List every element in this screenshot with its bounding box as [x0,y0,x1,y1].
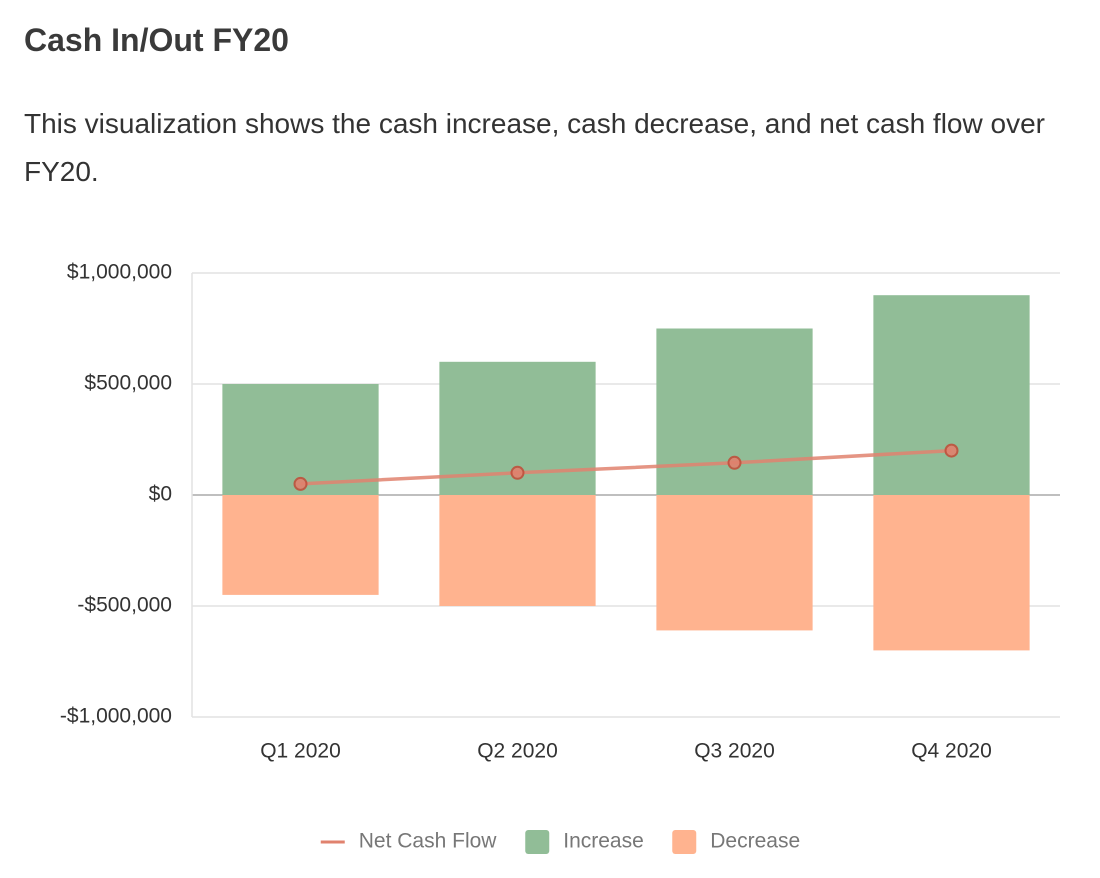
x-tick-label: Q2 2020 [477,740,558,763]
chart-subtitle: This visualization shows the cash increa… [24,108,1045,187]
bar [873,295,1030,495]
bar [222,495,379,595]
legend-swatch [525,830,550,854]
bars [222,295,1030,651]
line [300,448,952,486]
y-tick-label: $1,000,000 [67,261,172,284]
line-point [293,476,308,491]
line-point [727,455,742,470]
y-tick-label: -$1,000,000 [60,705,172,728]
legend-label: Decrease [710,830,800,853]
x-tick-label: Q3 2020 [694,740,775,763]
bar [656,495,813,631]
legend: Net Cash Flow Increase Decrease [320,830,800,854]
bar [656,328,813,495]
line-point [944,443,959,458]
legend-swatch [672,830,697,854]
line-point [510,465,525,480]
bar [222,384,379,495]
y-tick-label: $500,000 [84,372,172,395]
y-tick-label: -$500,000 [77,594,172,617]
legend-label: Increase [563,830,644,853]
x-tick-label: Q4 2020 [911,740,992,763]
legend-label: Net Cash Flow [359,830,498,853]
bar [873,495,1030,651]
bar [439,495,596,606]
y-tick-label: $0 [149,483,172,506]
lines [293,443,959,491]
x-tick-label: Q1 2020 [260,740,341,763]
chart-title: Cash In/Out FY20 [24,22,289,58]
